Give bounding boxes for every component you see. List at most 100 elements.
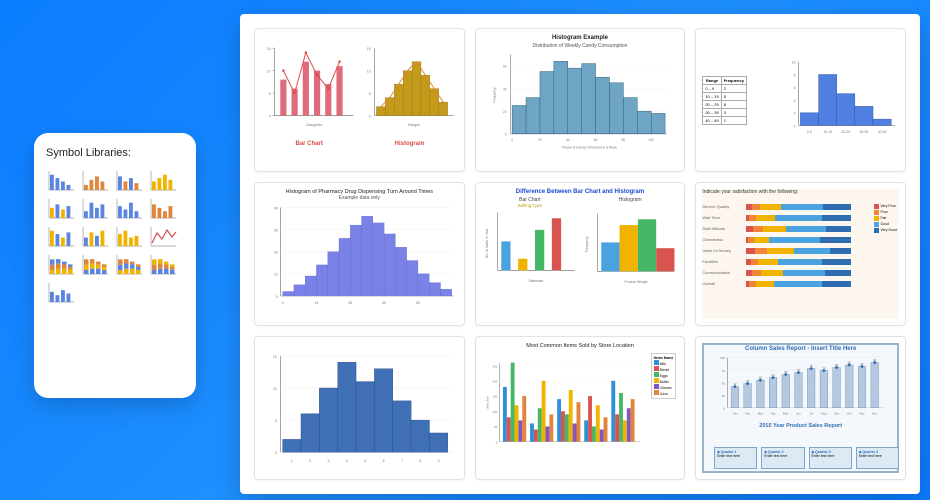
svg-text:20: 20	[538, 138, 542, 142]
svg-text:10: 10	[267, 70, 271, 74]
svg-text:10: 10	[367, 70, 371, 74]
svg-text:50: 50	[494, 425, 498, 429]
svg-text:0: 0	[511, 138, 513, 142]
svg-text:8: 8	[794, 73, 796, 77]
svg-text:0: 0	[276, 295, 278, 299]
svg-text:20: 20	[274, 251, 278, 255]
symbol-thumb[interactable]	[46, 281, 76, 305]
svg-text:60: 60	[593, 138, 597, 142]
svg-text:50: 50	[722, 381, 726, 385]
svg-text:25: 25	[722, 394, 726, 398]
svg-text:9: 9	[438, 459, 440, 463]
symbol-thumb[interactable]	[114, 253, 144, 277]
template-card-histogram-example[interactable]: Histogram ExampleDistribution of Weekly …	[475, 28, 686, 172]
svg-text:10: 10	[274, 273, 278, 277]
svg-text:Product Weight: Product Weight	[624, 280, 647, 284]
svg-text:Oct: Oct	[847, 412, 852, 416]
svg-text:Pieces of Candy Consumed in a: Pieces of Candy Consumed in a Week	[562, 146, 617, 150]
svg-text:4: 4	[346, 459, 348, 463]
svg-text:Salesman: Salesman	[528, 279, 543, 283]
svg-text:0: 0	[275, 451, 277, 455]
symbol-thumb[interactable]	[80, 253, 110, 277]
symbol-thumb[interactable]	[148, 225, 178, 249]
svg-text:2: 2	[309, 459, 311, 463]
svg-text:0: 0	[504, 133, 506, 137]
symbol-thumb[interactable]	[114, 169, 144, 193]
template-card-pharmacy-histogram[interactable]: Histogram of Pharmacy Drug Dispensing Tu…	[254, 182, 465, 326]
svg-text:60: 60	[503, 65, 507, 69]
svg-text:100: 100	[492, 410, 497, 414]
svg-text:40-49: 40-49	[878, 130, 887, 134]
symbol-thumb[interactable]	[80, 197, 110, 221]
svg-text:Categories: Categories	[306, 123, 323, 127]
svg-text:5: 5	[364, 459, 366, 463]
symbol-thumb[interactable]	[148, 169, 178, 193]
svg-text:0: 0	[724, 406, 726, 410]
svg-text:0: 0	[269, 114, 271, 118]
svg-text:10: 10	[792, 61, 796, 65]
svg-text:80: 80	[621, 138, 625, 142]
symbol-libraries-panel: Symbol Libraries:	[34, 133, 196, 398]
svg-text:Mar: Mar	[758, 412, 763, 416]
svg-text:10-19: 10-19	[823, 130, 832, 134]
svg-text:Frequency: Frequency	[585, 236, 589, 252]
template-card-bar-vs-histogram[interactable]: 051015CategoriesBar Chart051015RangesHis…	[254, 28, 465, 172]
symbol-thumb[interactable]	[148, 197, 178, 221]
svg-text:6: 6	[383, 459, 385, 463]
svg-text:40: 40	[503, 87, 507, 91]
svg-text:Jan: Jan	[733, 412, 738, 416]
template-card-column-sales-report[interactable]: Column Sales Report - Insert Title Here0…	[695, 336, 906, 480]
svg-text:15: 15	[267, 47, 271, 51]
svg-text:40: 40	[274, 206, 278, 210]
svg-text:20-29: 20-29	[842, 130, 851, 134]
svg-text:200: 200	[492, 380, 497, 384]
svg-text:15: 15	[273, 355, 277, 359]
svg-text:30: 30	[274, 229, 278, 233]
svg-text:0: 0	[794, 124, 796, 128]
svg-text:Aug: Aug	[821, 412, 827, 416]
svg-text:15: 15	[367, 47, 371, 51]
symbol-thumb[interactable]	[80, 225, 110, 249]
symbol-thumb-grid	[46, 169, 184, 305]
svg-text:3: 3	[328, 459, 330, 463]
svg-text:7: 7	[401, 459, 403, 463]
svg-text:8: 8	[419, 459, 421, 463]
symbol-thumb[interactable]	[46, 253, 76, 277]
svg-text:Ranges: Ranges	[409, 123, 421, 127]
svg-text:Sep: Sep	[834, 412, 840, 416]
svg-text:60: 60	[416, 301, 420, 305]
svg-text:250: 250	[492, 364, 497, 368]
svg-text:5: 5	[369, 92, 371, 96]
symbol-libraries-title: Symbol Libraries:	[46, 147, 184, 159]
svg-text:Frequency: Frequency	[492, 87, 496, 103]
svg-text:Dec: Dec	[872, 412, 878, 416]
symbol-thumb[interactable]	[46, 197, 76, 221]
svg-text:75: 75	[722, 369, 726, 373]
template-card-grouped-bars[interactable]: Most Common Items Sold by Store Location…	[475, 336, 686, 480]
symbol-thumb[interactable]	[46, 225, 76, 249]
svg-text:0-9: 0-9	[807, 130, 812, 134]
svg-text:May: May	[783, 412, 789, 416]
svg-text:Units Sold: Units Sold	[485, 396, 489, 409]
symbol-thumb[interactable]	[114, 225, 144, 249]
svg-text:5: 5	[275, 419, 277, 423]
template-card-plain-histogram[interactable]: 051015123456789	[254, 336, 465, 480]
symbol-thumb[interactable]	[80, 169, 110, 193]
template-card-bar-histogram-difference[interactable]: Difference Between Bar Chart and Histogr…	[475, 182, 686, 326]
svg-text:45: 45	[382, 301, 386, 305]
svg-text:150: 150	[492, 395, 497, 399]
svg-text:0: 0	[369, 114, 371, 118]
svg-text:100: 100	[720, 356, 725, 360]
template-card-satisfaction-survey[interactable]: Indicate your satisfaction with the foll…	[695, 182, 906, 326]
svg-text:Apr: Apr	[771, 412, 776, 416]
symbol-thumb[interactable]	[148, 253, 178, 277]
symbol-thumb[interactable]	[114, 197, 144, 221]
svg-text:0: 0	[282, 301, 284, 305]
svg-text:6: 6	[794, 86, 796, 90]
template-card-frequency-table[interactable]: RangeFrequency0 – 9210 – 19520 – 29830 –…	[695, 28, 906, 172]
svg-text:5: 5	[269, 92, 271, 96]
symbol-thumb[interactable]	[46, 169, 76, 193]
svg-text:30: 30	[348, 301, 352, 305]
template-gallery: 051015CategoriesBar Chart051015RangesHis…	[240, 14, 920, 494]
svg-text:4: 4	[794, 99, 796, 103]
